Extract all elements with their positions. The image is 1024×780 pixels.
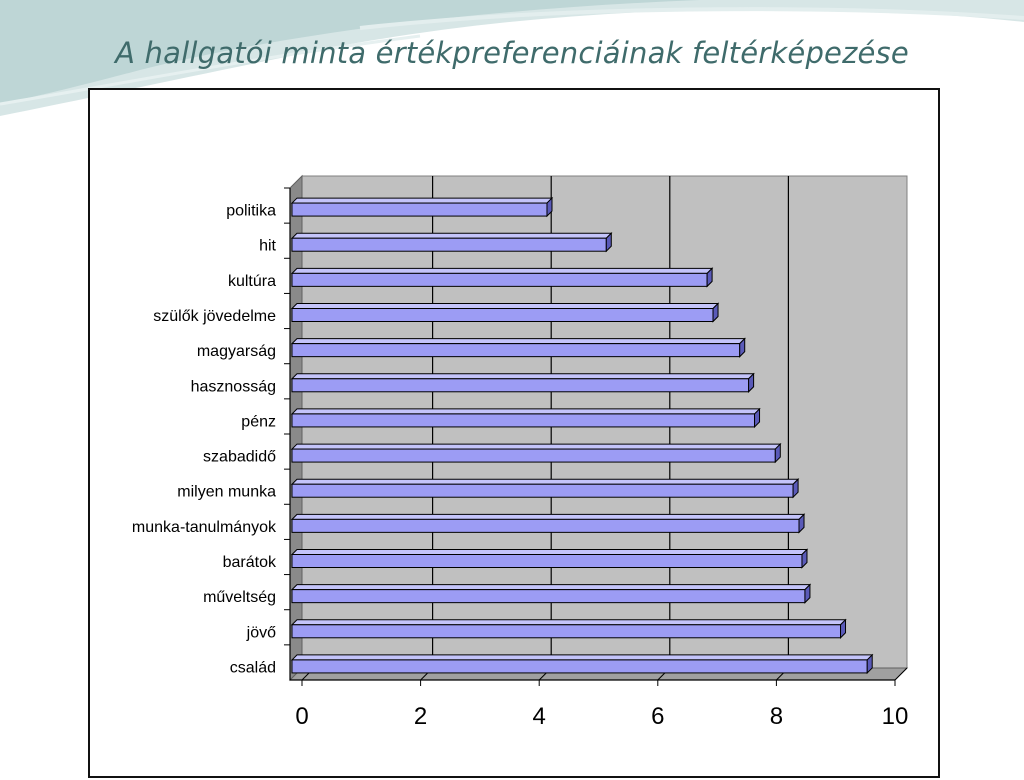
category-label: barátok	[223, 554, 277, 571]
floor-gridline	[894, 667, 908, 681]
bar-end-face	[706, 267, 713, 288]
category-label: műveltség	[203, 589, 276, 606]
bar	[291, 308, 714, 322]
category-label: munka-tanulmányok	[132, 519, 277, 536]
category-label: szabadidő	[203, 449, 276, 466]
category-label: politika	[226, 203, 276, 220]
slide-background-swoosh	[0, 0, 1024, 116]
bar	[291, 413, 756, 428]
bar	[291, 237, 607, 252]
bar-end-face	[801, 548, 808, 569]
bar-top-face	[290, 232, 613, 239]
bar-end-face	[712, 302, 719, 323]
x-tick-label: 10	[882, 703, 909, 730]
category-label: hasznosság	[191, 378, 276, 395]
bar	[291, 624, 842, 639]
bar	[291, 272, 708, 287]
bar-top-face	[290, 303, 720, 309]
category-label: hit	[259, 238, 276, 255]
chart-frame: 0 2 4 6 8 10 politika hit kultúra szülők jövedelm…	[88, 88, 940, 778]
bar-end-face	[798, 513, 805, 534]
x-tick-label: 6	[651, 703, 664, 730]
bar	[291, 554, 803, 568]
bar-end-face	[866, 653, 873, 675]
x-tick-label: 0	[295, 703, 308, 730]
bar-end-face	[804, 583, 811, 604]
bar	[291, 518, 800, 533]
bar-top-face	[290, 267, 714, 274]
bar-top-face	[290, 654, 874, 661]
bar	[291, 483, 794, 498]
bar-end-face	[546, 196, 553, 218]
bar-chart: 0 2 4 6 8 10 politika hit kultúra szülők jövedelm…	[132, 174, 909, 730]
bar-end-face	[792, 478, 799, 499]
category-label: család	[230, 659, 276, 676]
bar-end-face	[605, 232, 612, 253]
bar-end-face	[774, 442, 781, 464]
x-tick-label: 4	[533, 703, 546, 730]
category-label: jövő	[246, 624, 276, 641]
bar-top-face	[290, 513, 806, 520]
category-label: kultúra	[228, 273, 276, 290]
category-label: szülők jövedelme	[153, 308, 276, 325]
bar-top-face	[290, 478, 800, 485]
bar-end-face	[739, 337, 746, 358]
bar-top-face	[290, 584, 812, 591]
bar-end-face	[754, 407, 761, 429]
bar	[291, 659, 868, 674]
bar	[291, 589, 806, 604]
x-tick-label: 2	[414, 703, 427, 730]
bar-top-face	[290, 619, 847, 626]
x-tick-label: 8	[770, 703, 783, 730]
bar-top-face	[290, 408, 761, 415]
bar-end-face	[748, 372, 755, 393]
bar	[291, 343, 741, 358]
bar-top-face	[290, 338, 746, 345]
slide-title: A hallgatói minta értékpreferenciáinak f…	[115, 36, 909, 70]
bar-top-face	[290, 197, 554, 204]
bar	[291, 202, 548, 217]
category-label: magyarság	[197, 343, 276, 360]
bar-top-face	[290, 443, 782, 450]
bar-top-face	[290, 549, 809, 555]
bar	[291, 378, 750, 393]
bar	[291, 448, 776, 463]
bar-end-face	[840, 618, 847, 639]
bar-top-face	[290, 373, 755, 380]
category-label: pénz	[241, 413, 276, 430]
category-label: milyen munka	[177, 484, 276, 501]
